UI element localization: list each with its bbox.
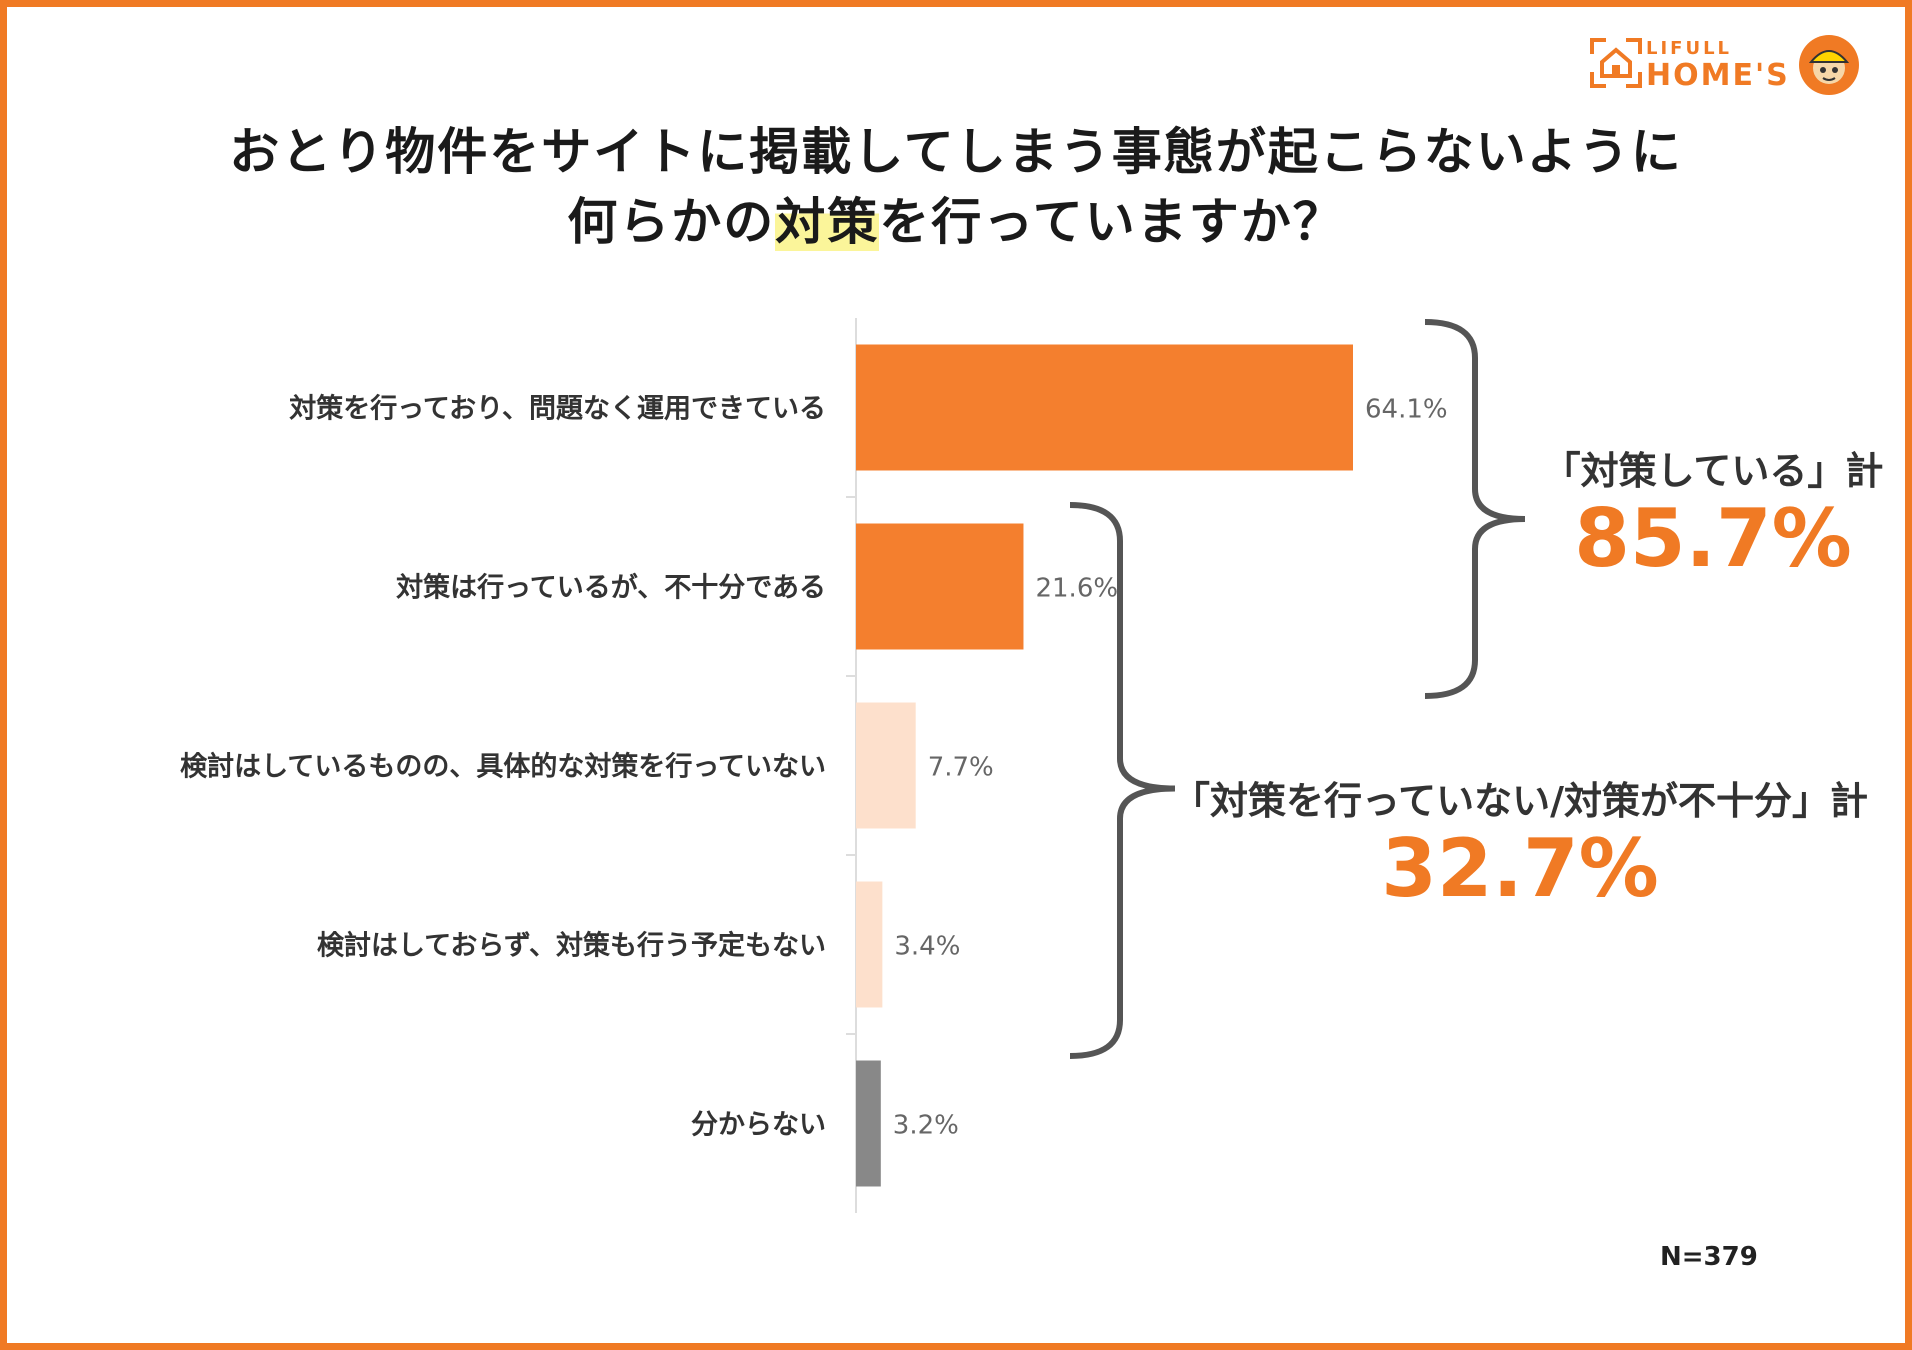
bar-2 — [856, 523, 1024, 650]
category-label-1: 対策を行っており、問題なく運用できている — [289, 393, 826, 425]
title-line2-pre: 何らかの — [567, 193, 776, 251]
value-label-4: 3.4% — [894, 932, 960, 962]
callout-insufficient-value: 32.7% — [1381, 822, 1659, 915]
lifull-homes-logo: LIFULL HOME'S — [1588, 34, 1859, 104]
callout-insufficient-label: 「対策を行っていない/対策が不十分」計 — [1172, 779, 1868, 823]
bar-3 — [856, 702, 916, 829]
chart-title-line1: おとり物件をサイトに掲載してしまう事態が起こらないように — [229, 123, 1683, 181]
sample-size-note: N=379 — [1660, 1242, 1758, 1272]
category-label-4: 検討はしておらず、対策も行う予定もない — [317, 930, 826, 962]
house-icon — [1590, 38, 1642, 88]
mascot-icon — [1799, 35, 1859, 95]
bar-5 — [856, 1060, 881, 1187]
logo-text-small: LIFULL — [1646, 38, 1733, 59]
category-label-3: 検討はしているものの、具体的な対策を行っていない — [180, 751, 826, 783]
callout-implemented-label: 「対策している」計 — [1542, 449, 1884, 493]
logo-text-big: HOME'S — [1646, 58, 1790, 93]
callout-implemented: 「対策している」計 85.7% — [1528, 440, 1898, 583]
bracket-insufficient — [1069, 502, 1176, 1059]
category-label-5: 分からない — [691, 1110, 826, 1141]
category-label-2: 対策は行っているが、不十分である — [396, 572, 826, 604]
bar-4 — [856, 881, 883, 1008]
callout-implemented-value: 85.7% — [1574, 492, 1852, 585]
chart-title-line2: 何らかの対策を行っていますか？ — [0, 182, 1912, 254]
value-label-2: 21.6% — [1035, 574, 1118, 604]
value-label-5: 3.2% — [893, 1111, 959, 1141]
bar-1 — [856, 344, 1353, 471]
value-label-1: 64.1% — [1365, 395, 1448, 425]
title-highlight: 対策 — [775, 193, 880, 251]
value-label-3: 7.7% — [928, 753, 994, 783]
bracket-implemented — [1424, 319, 1526, 699]
title-line2-post: を行っていますか？ — [879, 193, 1345, 251]
callout-insufficient: 「対策を行っていない/対策が不十分」計 32.7% — [1140, 770, 1900, 913]
